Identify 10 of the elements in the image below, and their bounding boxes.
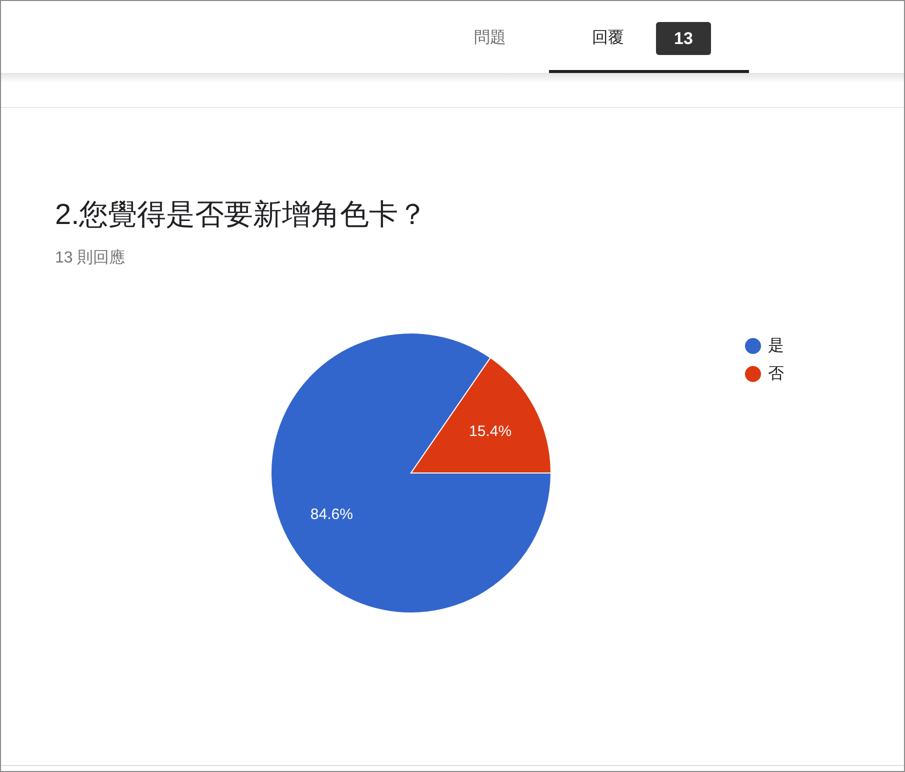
text: 回覆 <box>592 30 624 46</box>
data-label: 84.6% <box>310 506 353 524</box>
legend-label: 否 <box>768 366 784 382</box>
chart-title: 2.您覺得是否要新增角色卡？ <box>55 199 428 231</box>
text: 13 則回應 <box>55 248 126 266</box>
legend-label: 是 <box>768 338 784 354</box>
text: 13 <box>674 29 693 48</box>
data-label: 15.4% <box>469 422 512 440</box>
pie-slice <box>270 332 552 614</box>
text: 問題 <box>474 30 506 46</box>
